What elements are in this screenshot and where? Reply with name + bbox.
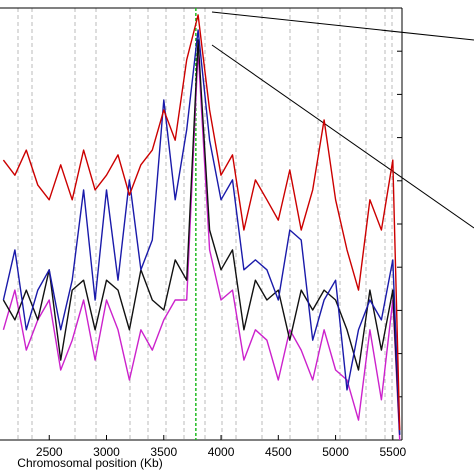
series-line (2, 49, 401, 441)
x-axis-label: Chromosomal position (Kb) (17, 456, 162, 470)
zoom-line (211, 11, 474, 41)
x-tick-label: 3500 (150, 445, 177, 459)
x-tick-label: 5000 (322, 445, 349, 459)
x-tick-label: 2500 (36, 445, 63, 459)
x-tick-label: 4000 (208, 445, 235, 459)
x-tick-label: 5500 (379, 445, 406, 459)
zoom-line (211, 44, 474, 229)
x-tick-label: 3000 (93, 445, 120, 459)
series-line (2, 29, 401, 435)
x-tick-label: 4500 (265, 445, 292, 459)
series-line (2, 14, 401, 431)
